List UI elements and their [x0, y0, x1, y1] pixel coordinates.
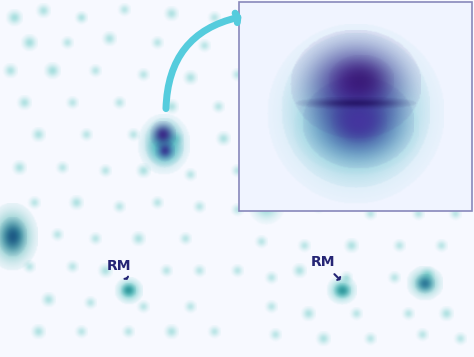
Text: RM: RM — [310, 255, 340, 280]
Text: RM: RM — [107, 259, 131, 279]
Bar — [239, 2, 472, 211]
